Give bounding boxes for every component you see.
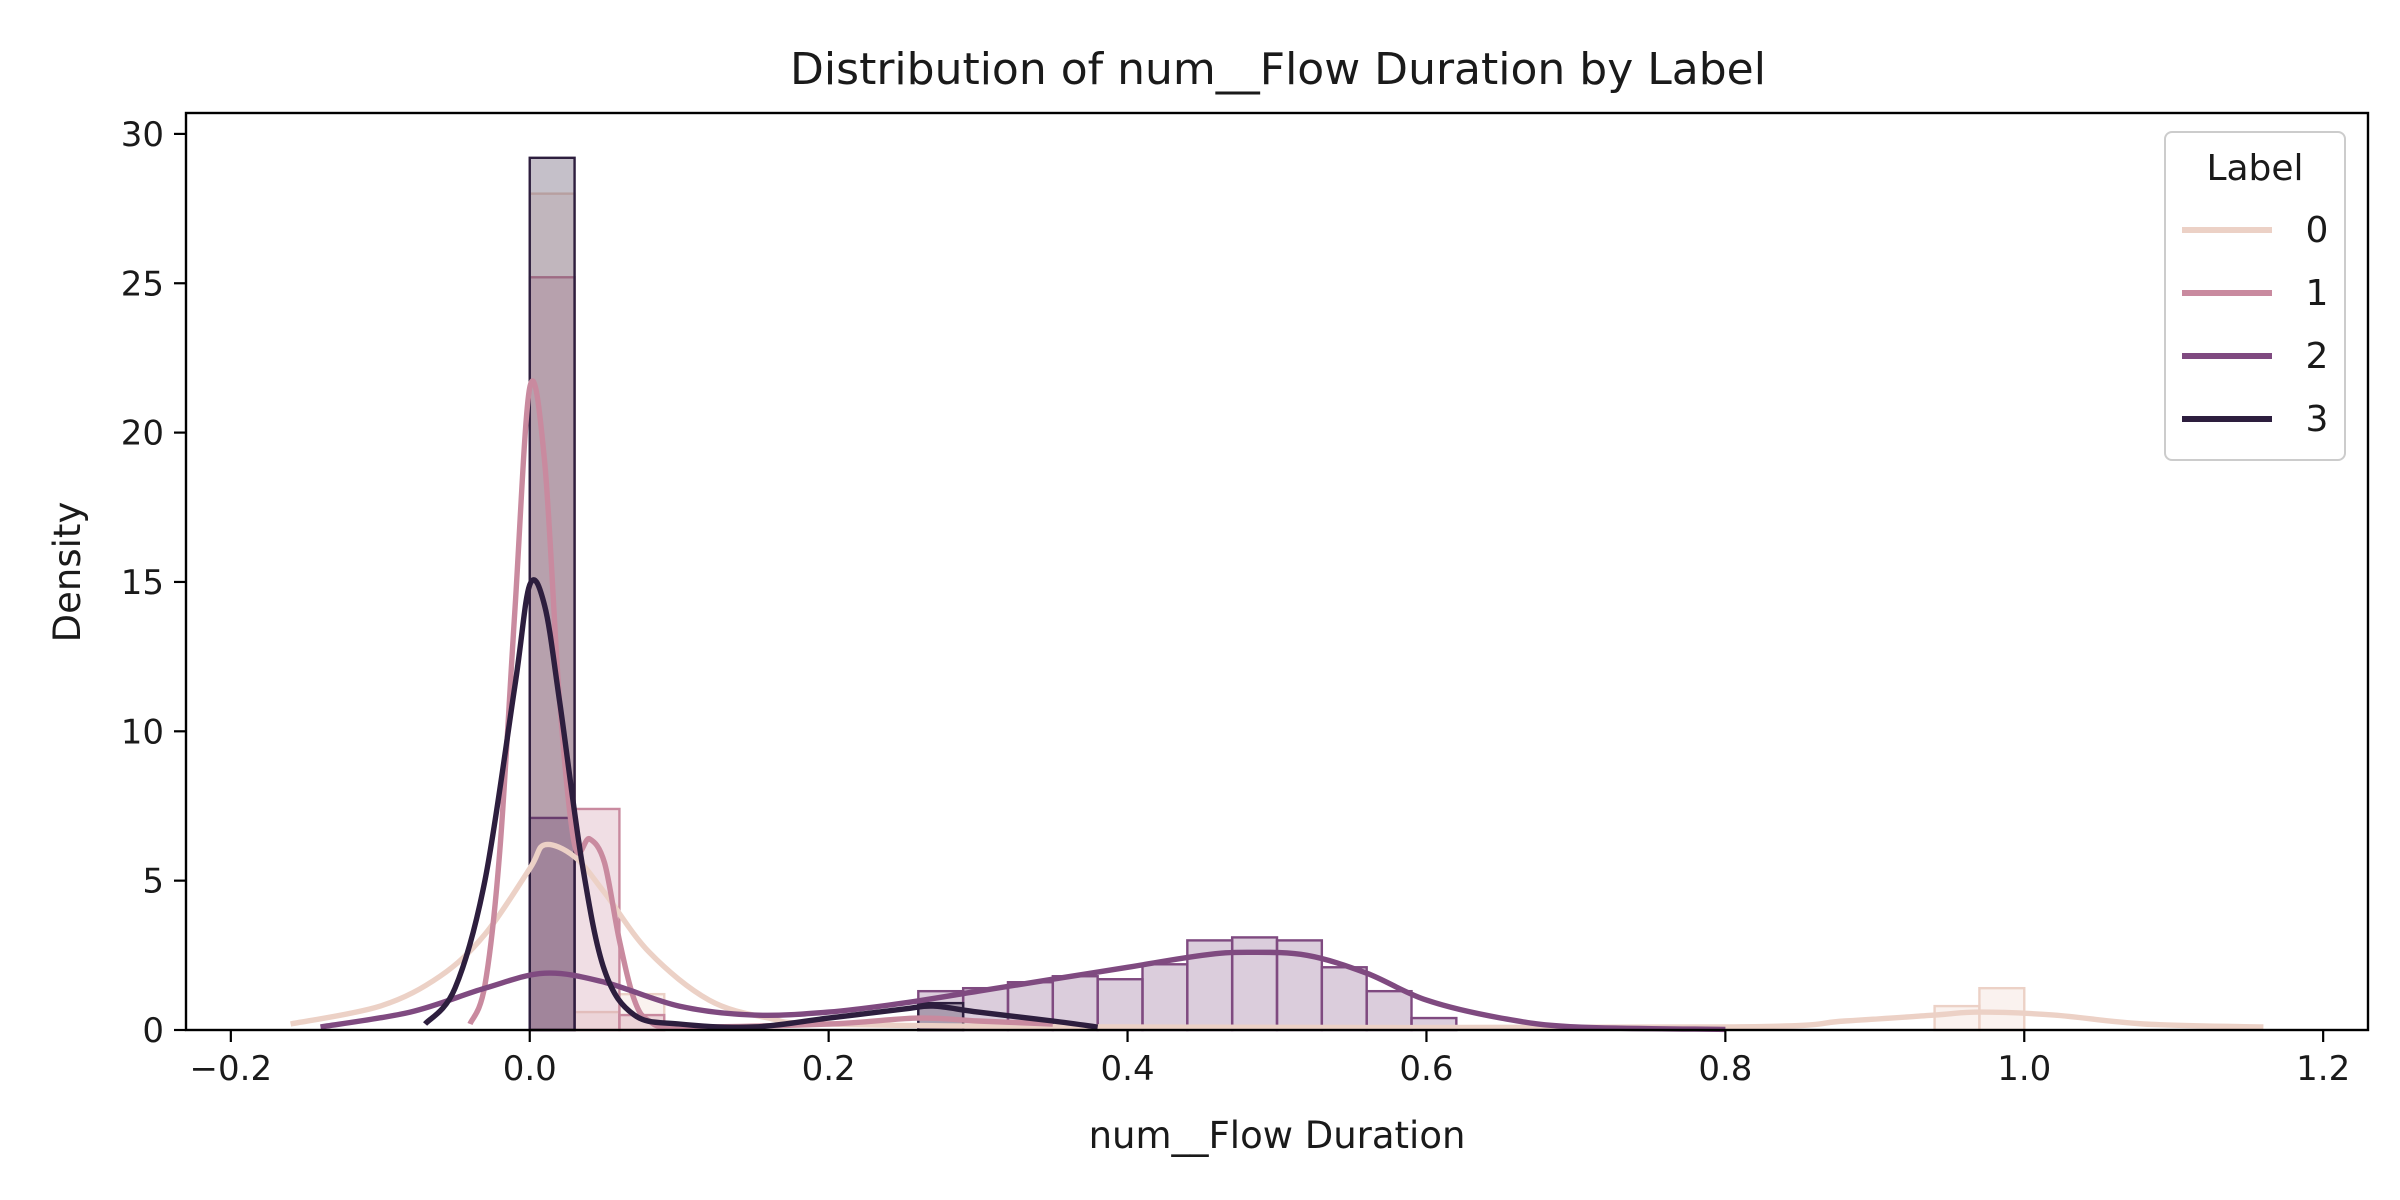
- y-tick-label: 15: [121, 563, 164, 603]
- x-axis: −0.2 0.0 0.2 0.4 0.6 0.8 1.0 1.2: [190, 1030, 2350, 1089]
- hist-series-2: [528, 816, 1458, 1032]
- x-tick-label: 0.6: [1399, 1049, 1453, 1089]
- y-tick-label: 5: [142, 862, 164, 902]
- y-tick-label: 0: [142, 1011, 164, 1051]
- chart-title: Distribution of num__Flow Duration by La…: [790, 44, 1766, 95]
- kde-line-1: [467, 378, 1053, 1030]
- kde-layer: [290, 378, 2264, 1033]
- y-tick-label: 30: [121, 115, 164, 155]
- legend-entries: 0 1 2 3: [2182, 210, 2328, 440]
- histogram-layer: [528, 156, 2026, 1032]
- hist-bar-2-11: [1365, 989, 1413, 1032]
- plot-area: [184, 111, 2370, 1033]
- legend-label: 3: [2306, 399, 2329, 440]
- plot-frame: [184, 111, 2370, 1032]
- legend-title: Label: [2206, 148, 2303, 189]
- hist-series-0: [528, 192, 2026, 1032]
- x-tick-label: 1.2: [2296, 1049, 2350, 1089]
- hist-bar-2-10: [1320, 966, 1368, 1032]
- x-tick-label: 0.2: [802, 1049, 856, 1089]
- y-axis: 0 5 10 15 20 25 30: [121, 115, 186, 1051]
- hist-bar-2-5: [1096, 978, 1144, 1032]
- kde-line-3: [423, 577, 1099, 1030]
- legend-label: 2: [2306, 336, 2329, 377]
- x-tick-label: 0.4: [1101, 1049, 1155, 1089]
- y-tick-label: 10: [121, 712, 164, 752]
- y-tick-label: 20: [121, 414, 164, 454]
- legend-entry-0: 0: [2182, 210, 2328, 251]
- hist-bar-2-6: [1141, 963, 1189, 1032]
- y-axis-label: Density: [46, 502, 89, 643]
- x-axis-label: num__Flow Duration: [1089, 1114, 1466, 1157]
- x-tick-label: 0.0: [503, 1049, 557, 1089]
- x-tick-label: 0.8: [1698, 1049, 1752, 1089]
- legend: Label 0 1 2 3: [2164, 131, 2346, 461]
- kde-line-2: [320, 949, 1726, 1033]
- legend-entry-2: 2: [2182, 336, 2328, 377]
- legend-entry-1: 1: [2182, 273, 2328, 314]
- x-tick-label: −0.2: [190, 1049, 273, 1089]
- legend-label: 0: [2306, 210, 2329, 251]
- legend-entry-3: 3: [2182, 399, 2328, 440]
- x-tick-label: 1.0: [1997, 1049, 2051, 1089]
- legend-label: 1: [2306, 273, 2329, 314]
- y-tick-label: 25: [121, 264, 164, 304]
- hist-bar-0-4: [1978, 986, 2026, 1032]
